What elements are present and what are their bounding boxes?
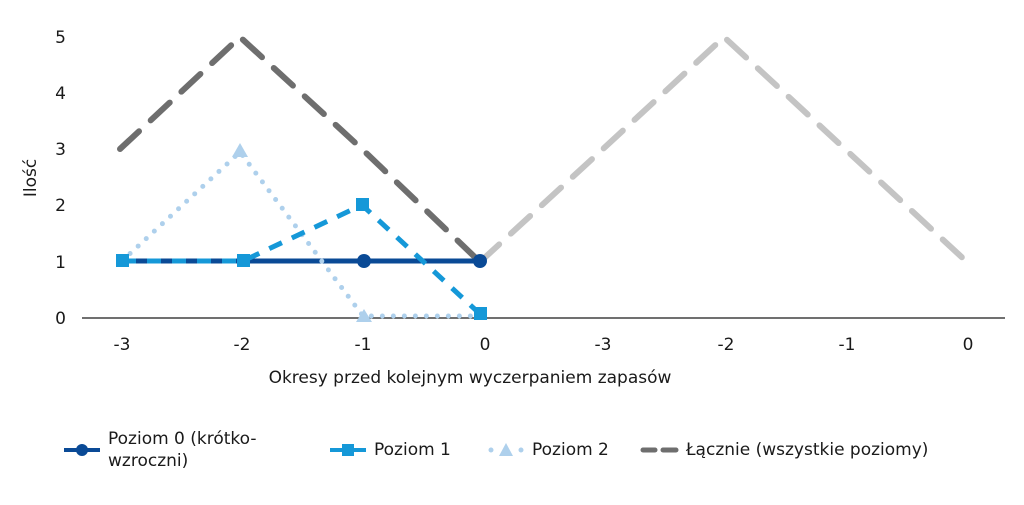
series-total xyxy=(117,32,483,265)
square-marker xyxy=(237,254,250,267)
y-tick: 2 xyxy=(55,196,66,216)
x-tick: 0 xyxy=(480,335,491,355)
legend-label: Poziom 1 xyxy=(374,440,451,460)
circle-marker xyxy=(357,254,371,268)
x-axis-title: Okresy przed kolejnym wyczerpaniem zapas… xyxy=(269,368,672,388)
x-tick: -3 xyxy=(114,335,131,355)
legend-item-level-2: Poziom 2 xyxy=(486,439,609,461)
legend-label: Poziom 2 xyxy=(532,440,609,460)
triangle-marker xyxy=(232,143,248,157)
legend-label: Łącznie (wszystkie poziomy) xyxy=(686,440,929,460)
y-tick: 4 xyxy=(55,84,66,104)
circle-marker xyxy=(473,254,487,268)
legend-item-total: Łącznie (wszystkie poziomy) xyxy=(640,439,928,461)
x-axis-ticks: -3 -2 -1 0 -3 -2 -1 0 xyxy=(114,335,974,355)
solid-line-circle-icon xyxy=(64,444,100,456)
series-level-1 xyxy=(122,202,482,316)
y-tick: 5 xyxy=(55,28,66,48)
legend-label: wzroczni) xyxy=(108,451,189,471)
legend-label: Poziom 0 (krótko- xyxy=(108,429,257,449)
triangle-marker xyxy=(356,309,372,322)
y-tick: 3 xyxy=(55,140,66,160)
legend-item-level-1: Poziom 1 xyxy=(328,439,451,461)
dashed-line-square-icon xyxy=(330,444,366,456)
x-tick: -3 xyxy=(595,335,612,355)
x-tick: -2 xyxy=(234,335,251,355)
square-marker xyxy=(356,198,369,211)
legend-item-level-0: Poziom 0 (krótko- wzroczni) xyxy=(62,428,257,472)
x-tick: -1 xyxy=(839,335,856,355)
x-tick: 0 xyxy=(963,335,974,355)
y-axis-ticks: 0 1 2 3 4 5 xyxy=(55,28,66,329)
square-marker xyxy=(474,307,487,320)
chart-legend: Poziom 0 (krótko- wzroczni) Poziom 1 Poz… xyxy=(62,428,1022,488)
x-tick: -1 xyxy=(355,335,372,355)
square-marker xyxy=(116,254,129,267)
y-axis-title: Ilość xyxy=(21,159,41,197)
dotted-line-triangle-icon xyxy=(488,443,524,456)
dashed-line-icon xyxy=(640,447,679,453)
series-level-0-markers xyxy=(357,254,487,268)
x-tick: -2 xyxy=(718,335,735,355)
series-level-2-markers xyxy=(232,143,372,322)
series-total-next-cycle xyxy=(477,32,970,265)
series-level-1-markers xyxy=(116,198,487,320)
y-tick: 1 xyxy=(55,253,66,273)
y-tick: 0 xyxy=(55,309,66,329)
